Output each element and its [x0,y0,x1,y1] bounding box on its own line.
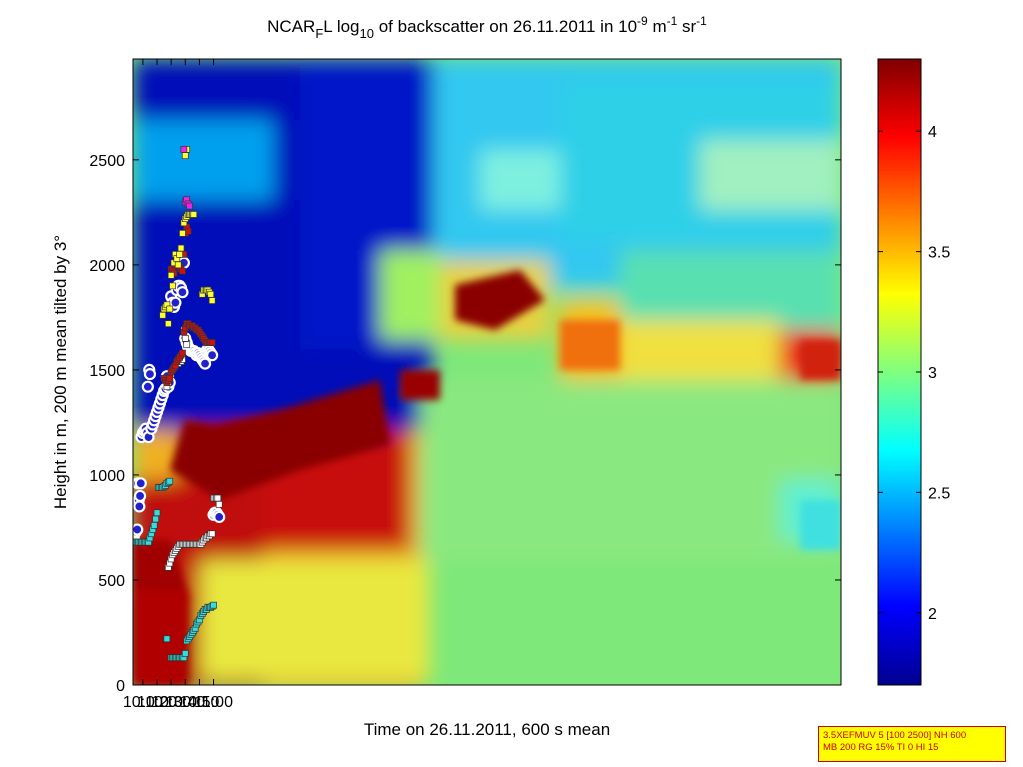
marker-point [186,202,193,210]
x-tick-label: 10:10 [123,694,163,711]
marker-point [184,227,192,235]
marker-point [133,500,146,513]
marker-point [208,339,216,346]
y-axis-label: Height in m, 200 m mean tilted by 3° [51,235,70,509]
y-tick-label: 0 [116,678,125,695]
x-tick-label: 10:20 [137,694,177,711]
marker-point [163,635,171,643]
x-tick-label: 10:50 [179,694,219,711]
marker-layer [133,145,226,662]
marker-point [179,230,186,237]
info-line-2: MB 200 RG 15% TI 0 HI 15 [823,742,939,753]
marker-point [176,251,183,258]
marker-point [176,286,189,299]
marker-point [167,272,175,279]
marker-point [207,290,215,298]
y-tick-label: 2000 [89,258,125,275]
marker-point [210,601,217,609]
marker-point [166,374,174,382]
marker-point [177,244,185,252]
marker-point [159,311,167,319]
x-axis-label: Time on 26.11.2011, 600 s mean [364,720,610,739]
plot-area-frame [132,58,842,686]
x-tick-label: 10:40 [165,694,205,711]
marker-point [208,297,216,304]
marker-point [214,494,222,502]
colorbar-ticks: 2 2.5 3 3.5 4 [878,124,950,623]
marker-point [164,320,172,328]
heatmap-field [133,59,841,685]
colorbar-tick-label: 2 [928,606,937,623]
marker-point [166,477,174,485]
marker-point [153,509,161,517]
marker-point [206,349,219,362]
marker-point [179,267,186,275]
marker-point [208,530,216,538]
marker-point [179,349,186,357]
marker-point [215,500,223,508]
marker-point [174,261,182,269]
marker-point [190,211,198,218]
marker-point [169,282,176,290]
x-tick-label: 11:00 [194,694,233,711]
y-tick-label: 1500 [89,363,125,380]
y-tick-label: 500 [98,573,125,590]
marker-point [133,489,147,503]
colorbar-tick-label: 3.5 [928,245,950,262]
x-tick-label: 10:30 [151,694,191,711]
marker-point [166,305,174,313]
marker-point [134,477,147,490]
marker-point [133,523,144,536]
marker-point [213,510,226,524]
colorbar-tick-label: 4 [928,124,937,141]
info-line-1: 3.5XEFMUV 5 [100 2500] NH 600 [823,730,967,741]
marker-point [141,380,154,393]
marker-point [152,515,159,523]
marker-point [183,341,191,349]
y-axis-ticks: 0 500 1000 1500 2000 2500 [89,153,841,695]
marker-point [198,357,212,370]
marker-point [150,521,158,529]
marker-series [180,145,193,210]
marker-point [181,650,189,657]
marker-point [181,152,189,159]
marker-point [181,335,189,342]
chart-title: NCARFL log10 of backscatter on 26.11.201… [267,14,707,41]
colorbar-tick-label: 3 [928,365,937,382]
marker-point [143,368,157,381]
colorbar [877,58,922,686]
marker-point [169,296,182,309]
colorbar-tick-label: 2.5 [928,485,950,502]
y-tick-label: 2500 [89,153,125,170]
marker-series [159,145,216,328]
y-tick-label: 1000 [89,468,125,485]
marker-series [133,477,217,662]
marker-point [180,145,188,153]
settings-info-box: 3.5XEFMUV 5 [100 2500] NH 600 MB 200 RG … [818,726,1006,762]
